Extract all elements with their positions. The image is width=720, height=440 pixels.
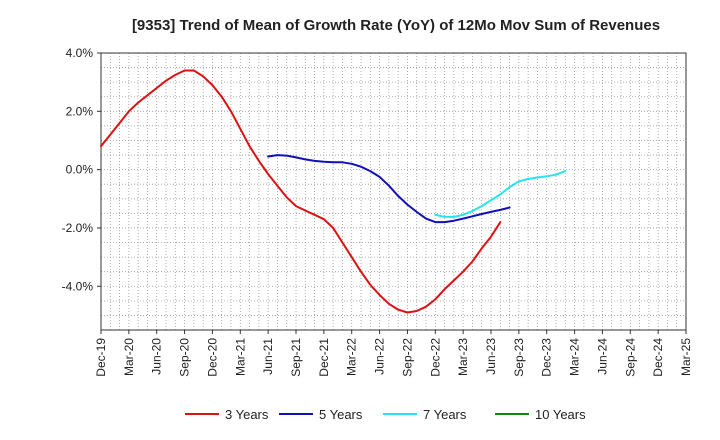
x-tick-label: Sep-22: [400, 338, 414, 377]
x-tick-label: Sep-20: [178, 338, 192, 377]
legend-label: 7 Years: [423, 407, 467, 422]
y-tick-label: -2.0%: [62, 221, 94, 235]
x-tick-label: Sep-24: [623, 338, 637, 377]
series-line-3-years: [100, 69, 502, 314]
plot-frame: [100, 52, 687, 331]
x-tick-label: Mar-21: [233, 338, 247, 376]
y-tick-label: 2.0%: [66, 104, 94, 118]
x-tick-label: Mar-20: [122, 338, 136, 376]
legend-label: 5 Years: [319, 407, 363, 422]
x-tick-label: Jun-23: [484, 338, 498, 375]
x-tick-label: Mar-24: [568, 338, 582, 376]
x-tick-label: Jun-22: [373, 338, 387, 375]
x-tick-label: Dec-19: [94, 338, 108, 377]
series-line-5-years: [267, 154, 511, 224]
legend-label: 10 Years: [535, 407, 586, 422]
x-tick-label: Jun-21: [261, 338, 275, 375]
chart-title: [9353] Trend of Mean of Growth Rate (YoY…: [132, 17, 660, 34]
x-tick-label: Dec-24: [651, 338, 665, 377]
legend: 3 Years 5 Years 7 Years 10 Years: [185, 407, 586, 422]
grid: [101, 53, 686, 330]
x-tick-label: Mar-22: [345, 338, 359, 376]
series-line-7-years: [434, 170, 567, 218]
x-tick-label: Mar-23: [456, 338, 470, 376]
x-tick-label: Jun-20: [150, 338, 164, 375]
legend-label: 3 Years: [225, 407, 269, 422]
axes: 4.0% 2.0% 0.0% -2.0% -4.0% Dec-19 Mar-20 Jun-20…: [62, 46, 693, 377]
y-tick-label: -4.0%: [62, 279, 94, 293]
y-tick-label: 0.0%: [66, 163, 94, 177]
x-tick-label: Dec-23: [540, 338, 554, 377]
series-lines: [100, 69, 567, 314]
x-tick-label: Dec-21: [317, 338, 331, 377]
x-tick-label: Mar-25: [679, 338, 693, 376]
x-tick-label: Sep-23: [512, 338, 526, 377]
x-tick-label: Sep-21: [289, 338, 303, 377]
x-tick-label: Dec-20: [205, 338, 219, 377]
x-tick-label: Dec-22: [428, 338, 442, 377]
y-tick-label: 4.0%: [66, 46, 94, 60]
x-tick-label: Jun-24: [595, 338, 609, 375]
